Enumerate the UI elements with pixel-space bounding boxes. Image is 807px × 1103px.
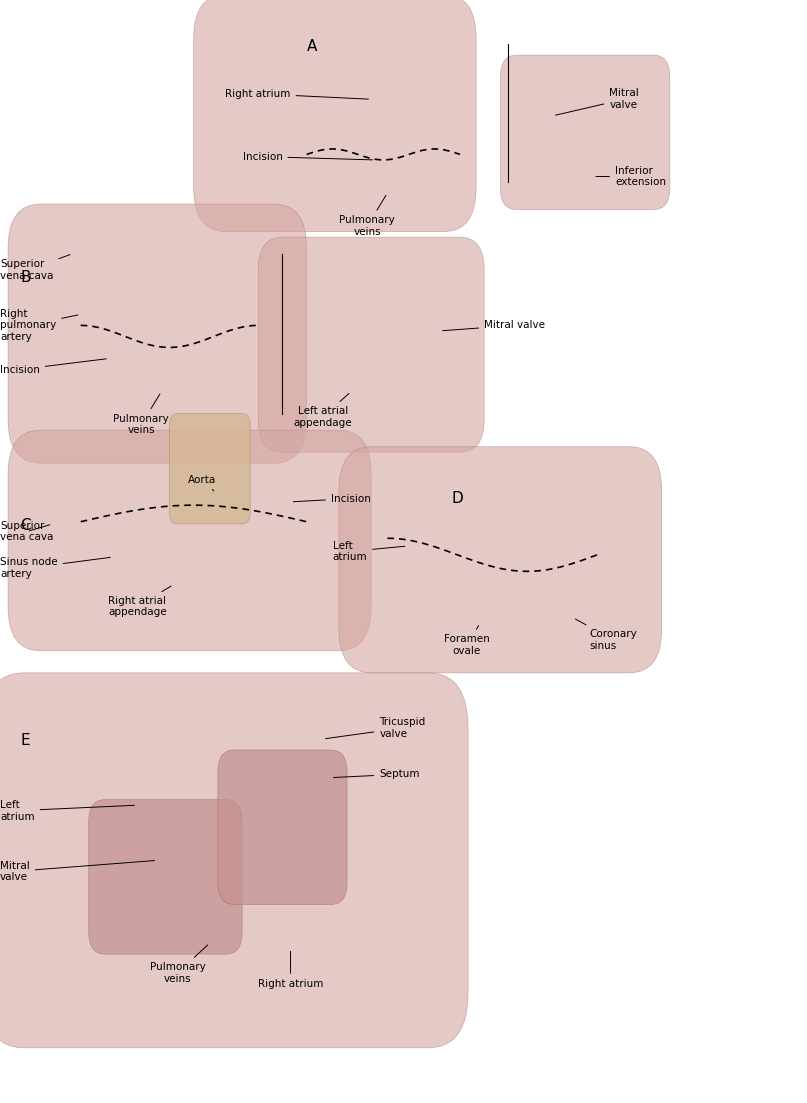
Text: A: A [307,39,317,54]
FancyBboxPatch shape [8,430,371,651]
Text: Pulmonary
veins: Pulmonary veins [149,945,207,984]
Text: Left
atrium: Left atrium [0,800,135,822]
Text: Left
atrium: Left atrium [332,540,405,563]
Text: D: D [452,491,464,506]
Text: Incision: Incision [293,493,370,504]
FancyBboxPatch shape [218,750,347,904]
Text: B: B [20,270,31,286]
Text: Mitral
valve: Mitral valve [555,88,639,115]
Text: Right atrium: Right atrium [257,952,324,989]
Text: Superior
vena cava: Superior vena cava [0,521,53,543]
Text: Right atrial
appendage: Right atrial appendage [108,586,171,618]
Text: Right atrium: Right atrium [225,88,369,99]
Text: Aorta: Aorta [187,474,216,491]
Text: Mitral valve: Mitral valve [442,320,546,331]
Text: Pulmonary
veins: Pulmonary veins [113,394,169,436]
Text: Incision: Incision [243,151,373,162]
FancyBboxPatch shape [0,673,468,1048]
Text: Tricuspid
valve: Tricuspid valve [325,717,425,739]
Text: Sinus node
artery: Sinus node artery [0,557,111,579]
FancyBboxPatch shape [8,204,307,463]
FancyBboxPatch shape [258,237,484,452]
Text: Pulmonary
veins: Pulmonary veins [339,195,395,237]
Text: Right
pulmonary
artery: Right pulmonary artery [0,309,78,342]
FancyBboxPatch shape [169,414,250,524]
FancyBboxPatch shape [339,447,662,673]
Text: Superior
vena cava: Superior vena cava [0,255,70,281]
Text: Left atrial
appendage: Left atrial appendage [294,394,352,428]
Text: E: E [20,733,30,749]
FancyBboxPatch shape [194,0,476,232]
Text: Foramen
ovale: Foramen ovale [444,625,489,656]
Text: Inferior
extension: Inferior extension [596,165,666,188]
Text: C: C [20,518,31,534]
Text: Septum: Septum [333,769,420,780]
Text: Incision: Incision [0,358,107,375]
Text: Coronary
sinus: Coronary sinus [575,619,637,651]
Text: Mitral
valve: Mitral valve [0,860,155,882]
FancyBboxPatch shape [500,55,670,210]
FancyBboxPatch shape [89,800,242,954]
